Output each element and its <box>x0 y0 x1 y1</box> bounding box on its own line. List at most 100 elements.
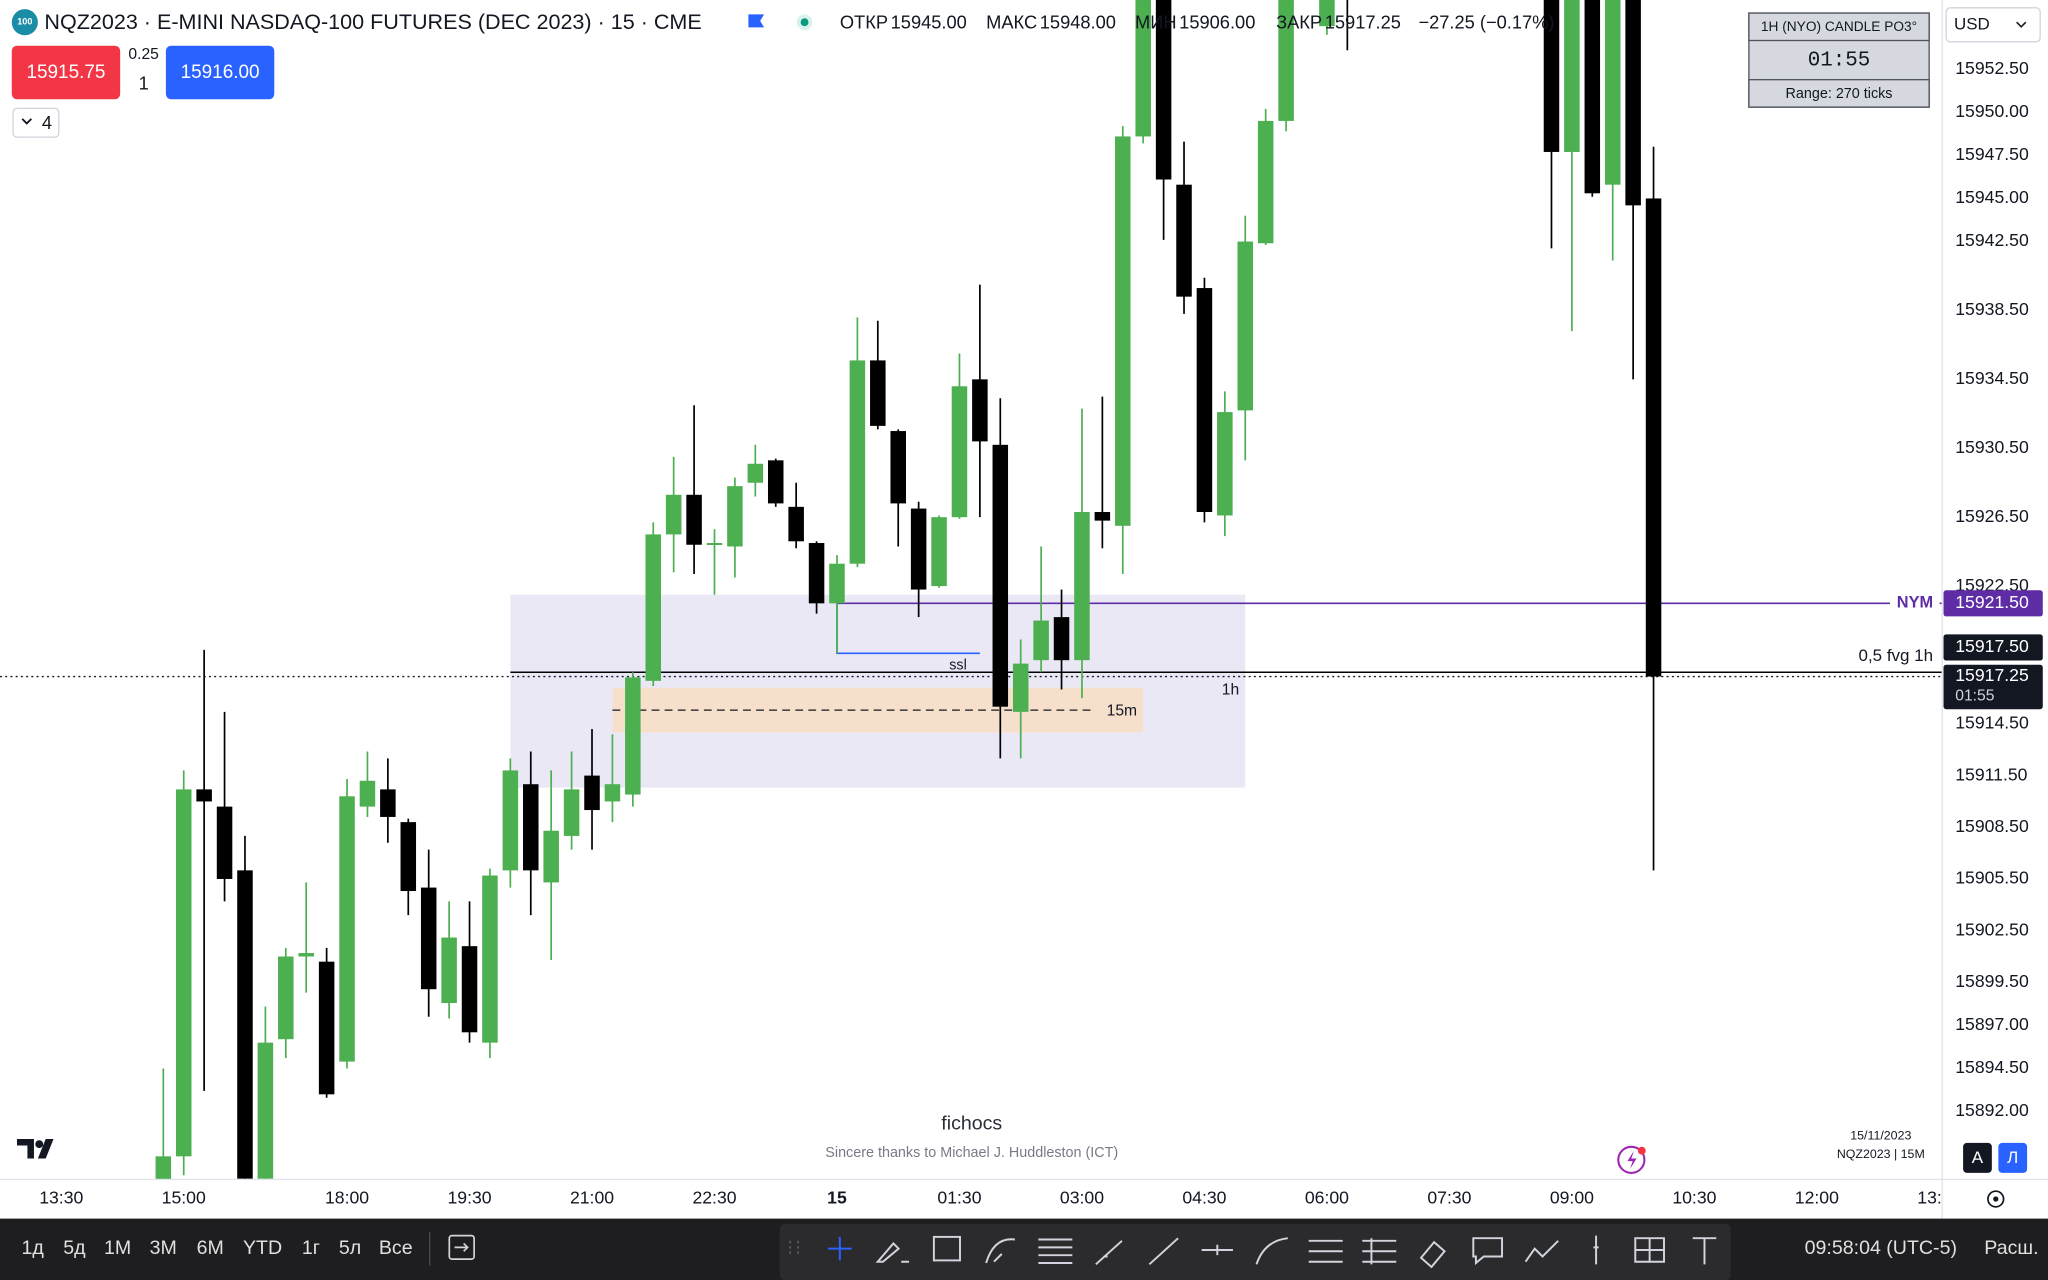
ohlc-label: МИН <box>1135 11 1177 32</box>
log-scale[interactable] <box>1998 1142 2028 1173</box>
tool-text[interactable] <box>1692 1237 1717 1265</box>
candle-body <box>1033 620 1049 661</box>
y-tick-label: 15897.00 <box>1955 1014 2029 1034</box>
y-tick-label: 15938.50 <box>1955 299 2029 319</box>
tool-brush[interactable] <box>875 1241 910 1263</box>
x-tick-label: 21:00 <box>570 1188 614 1208</box>
period-button[interactable]: 1г <box>302 1237 320 1259</box>
tool-pattern[interactable] <box>1362 1238 1397 1265</box>
period-button[interactable]: 5д <box>63 1237 86 1259</box>
sell-button[interactable] <box>11 45 121 100</box>
x-tick-label: 19:30 <box>447 1188 491 1208</box>
status-dot <box>800 18 809 27</box>
candle-body <box>502 770 519 871</box>
candle-body <box>1278 0 1294 121</box>
tool-trend[interactable] <box>1095 1240 1123 1266</box>
symbol-logo <box>11 9 38 36</box>
ohlc-label: МАКС <box>986 11 1037 32</box>
widget-title: 1H (NYO) CANDLE PO3° <box>1761 19 1917 34</box>
period-button[interactable]: YTD <box>243 1237 282 1259</box>
tool-line[interactable] <box>1148 1237 1179 1266</box>
symbol-title[interactable]: NQZ2023 · E-MINI NASDAQ-100 FUTURES (DEC… <box>44 9 701 34</box>
x-tick-label: 10:30 <box>1672 1188 1716 1208</box>
candle-body <box>1217 412 1233 516</box>
level-tag <box>1943 634 2043 661</box>
price-axis: 15952.50 15950.00 15947.50 15945.00 15942.50… <box>1943 58 2043 1120</box>
period-button[interactable]: 1М <box>104 1237 131 1259</box>
tool-channel[interactable] <box>1308 1239 1343 1263</box>
candle-body <box>1155 0 1172 180</box>
candle-body <box>298 953 314 957</box>
quantity[interactable]: 1 <box>139 73 149 94</box>
y-tick-label: 15899.50 <box>1955 971 2029 991</box>
tool-forecast[interactable] <box>1524 1240 1559 1263</box>
clock: 09:58:04 (UTC-5) <box>1805 1237 1957 1259</box>
candle-body <box>972 379 988 442</box>
tool-range[interactable] <box>1593 1235 1599 1265</box>
period-button[interactable]: Все <box>379 1237 413 1259</box>
period-button[interactable]: 6М <box>197 1237 224 1259</box>
candle-body <box>420 887 437 990</box>
candle-body <box>482 875 498 1043</box>
flag-icon[interactable] <box>748 14 765 28</box>
alert-icon[interactable] <box>1617 1145 1646 1174</box>
candle-body <box>1645 198 1662 677</box>
candle-body <box>1604 0 1621 185</box>
extended-hours[interactable]: Расш. <box>1984 1237 2038 1259</box>
candle-body <box>1115 136 1131 526</box>
candle-body <box>1584 0 1601 194</box>
tool-rect[interactable] <box>932 1235 961 1262</box>
y-tick-label: 15894.50 <box>1955 1057 2029 1077</box>
ohlc-value: 15948.00 <box>1040 11 1116 32</box>
tool-comment[interactable] <box>1472 1237 1504 1266</box>
calendar-button[interactable] <box>448 1234 475 1260</box>
tool-hline[interactable] <box>1201 1244 1233 1256</box>
candle-body <box>870 360 886 426</box>
candle-body <box>1543 0 1560 152</box>
candle-body <box>318 961 335 1095</box>
tool-path[interactable] <box>1255 1237 1288 1265</box>
ohlc-label: ОТКР <box>840 11 888 32</box>
candle-body <box>1135 0 1151 137</box>
candle-body <box>686 494 702 545</box>
candle-body <box>563 789 580 836</box>
y-tick-label: 15911.50 <box>1955 764 2027 784</box>
tool-cross[interactable] <box>828 1236 852 1261</box>
drag-handle <box>789 1240 800 1257</box>
y-tick-label: 15952.50 <box>1955 58 2029 78</box>
level-name: 0,5 fvg 1h <box>1859 646 1934 665</box>
period-button[interactable]: 1д <box>21 1237 44 1259</box>
tool-measure[interactable] <box>1634 1237 1665 1263</box>
layers-toggle[interactable] <box>12 107 60 138</box>
alert-bolt <box>1627 1150 1637 1169</box>
tool-curve[interactable] <box>985 1238 1015 1264</box>
candle-body <box>257 1042 274 1179</box>
calendar-icon <box>448 1234 475 1260</box>
candle-body <box>1625 0 1641 206</box>
periods: 1д 5д 1М 3М 6М YTD 1г 5л Все <box>21 1237 412 1259</box>
candle-body <box>1053 617 1070 661</box>
buy-price: 15916.00 <box>181 62 260 83</box>
drawing-toolbar <box>779 1223 1731 1280</box>
auto-scale[interactable] <box>1963 1142 1992 1173</box>
time-axis: 13:30 15:00 18:00 19:30 21:00 22:30 15 01:30 03:… <box>39 1188 1942 1208</box>
period-button[interactable]: 5л <box>339 1237 361 1259</box>
y-tick-label: 15892.00 <box>1955 1100 2029 1120</box>
tv-logo[interactable] <box>16 1138 54 1159</box>
tool-fib[interactable] <box>1038 1238 1073 1264</box>
buy-button[interactable] <box>165 45 275 100</box>
y-tick-label: 15950.00 <box>1955 101 2029 121</box>
tool-eraser[interactable] <box>1419 1240 1446 1269</box>
candle-body <box>523 784 539 871</box>
x-tick-label: 09:00 <box>1550 1188 1594 1208</box>
settings-icon[interactable] <box>1987 1190 2005 1208</box>
currency-select[interactable] <box>1945 7 2041 43</box>
drawing-tools <box>789 1235 1717 1269</box>
period-button[interactable]: 3М <box>150 1237 177 1259</box>
auto-scale-label: А <box>1972 1148 1984 1167</box>
y-tick-label: 15930.50 <box>1955 437 2029 457</box>
widget-range: Range: 270 ticks <box>1786 86 1893 102</box>
x-tick-label: 01:30 <box>937 1188 981 1208</box>
candle-body <box>1012 663 1029 712</box>
change: −27.25 (−0.17%) <box>1418 11 1554 32</box>
